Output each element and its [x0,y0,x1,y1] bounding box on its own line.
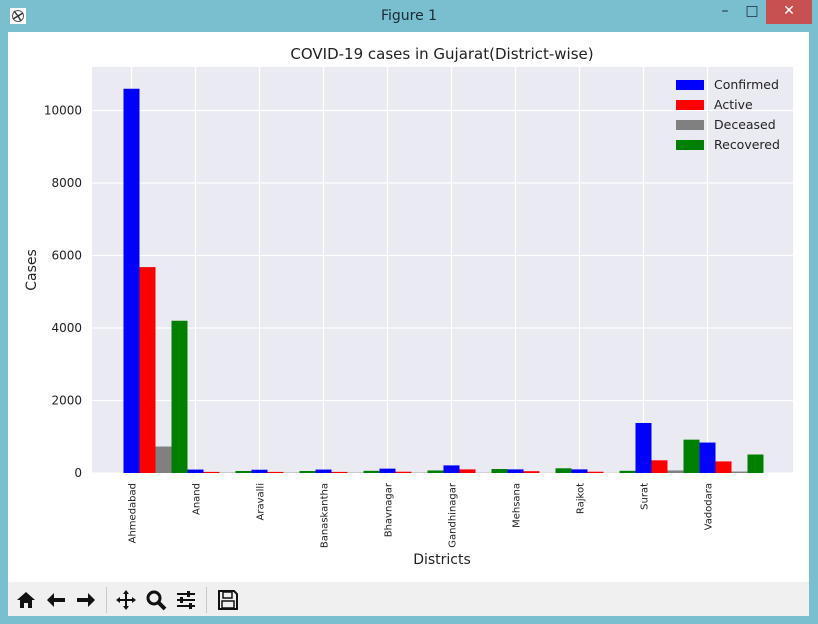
bar-recovered-vadodara [747,454,764,473]
legend-label-confirmed: Confirmed [714,77,779,92]
save-icon [218,590,238,610]
maximize-button[interactable]: □ [740,0,764,24]
x-tick-label: Surat [640,483,651,510]
bar-confirmed-gandhinagar [443,465,460,473]
minimize-button[interactable]: – [712,0,738,24]
bar-active-surat [651,460,668,473]
y-tick-label: 4000 [51,321,82,335]
bar-active-banaskantha [331,471,348,473]
x-axis-label: Districts [413,552,471,568]
zoom-button[interactable] [142,586,170,614]
matplotlib-icon [10,8,26,24]
legend-swatch-recovered [676,140,704,150]
window-title: Figure 1 [380,8,438,24]
configure-subplots-icon [177,591,195,609]
y-axis-label: Cases [24,249,40,291]
legend-swatch-active [676,100,704,110]
legend-label-recovered: Recovered [714,137,780,152]
bar-recovered-aravalli [299,471,316,473]
navigation-toolbar [8,582,809,616]
bar-recovered-gandhinagar [491,469,508,473]
bar-recovered-banaskantha [363,470,380,473]
x-tick-label: Gandhinagar [448,482,459,548]
close-icon: ✕ [783,3,795,19]
bar-active-ahmedabad [139,267,156,473]
toolbar-separator [206,587,207,613]
y-tick-label: 6000 [51,249,82,263]
back-button[interactable] [42,586,70,614]
bar-deceased-surat [667,470,684,473]
bar-confirmed-anand [187,469,204,473]
bar-active-bhavnagar [395,471,412,473]
pan-button[interactable] [112,586,140,614]
bar-recovered-surat [683,439,700,473]
bar-chart: 0 2000 4000 6000 8000 10000 Ahmedabad Anand Ara… [24,45,793,568]
x-tick-label: Rajkot [576,483,587,514]
configure-subplots-button[interactable] [172,586,200,614]
x-tick-label: Bhavnagar [384,482,395,537]
y-tick-label: 0 [74,466,82,480]
title-bar[interactable]: Figure 1 – □ ✕ [0,0,818,32]
bar-confirmed-rajkot [571,469,588,473]
bar-deceased-ahmedabad [155,446,172,473]
toolbar-separator [106,587,107,613]
y-tick-label: 8000 [51,176,82,190]
forward-button[interactable] [72,586,100,614]
bar-active-gandhinagar [459,469,476,473]
bar-deceased-vadodara [731,471,748,473]
y-tick-label: 10000 [44,104,82,118]
x-tick-label: Anand [192,483,203,515]
back-arrow-icon [47,593,65,607]
y-tick-labels: 0 2000 4000 6000 8000 10000 [44,104,82,481]
legend-label-deceased: Deceased [714,117,776,132]
bar-active-aravalli [267,471,284,473]
pan-icon [116,590,136,610]
legend: Confirmed Active Deceased Recovered [676,77,780,152]
bar-recovered-ahmedabad [171,320,188,473]
legend-label-active: Active [714,97,753,112]
bar-confirmed-aravalli [251,469,268,473]
chart-title: COVID-19 cases in Gujarat(District-wise) [290,45,593,63]
bar-confirmed-mehsana [507,469,524,473]
home-icon [17,592,35,608]
bar-confirmed-bhavnagar [379,468,396,473]
x-tick-label: Mehsana [512,483,523,528]
bar-confirmed-vadodara [699,442,716,473]
legend-swatch-deceased [676,120,704,130]
bar-active-mehsana [523,471,540,473]
bar-confirmed-ahmedabad [123,88,140,473]
legend-swatch-confirmed [676,80,704,90]
bar-active-anand [203,471,220,473]
bar-recovered-rajkot [619,470,636,473]
bar-confirmed-banaskantha [315,469,332,473]
figure-canvas: 0 2000 4000 6000 8000 10000 Ahmedabad Anand Ara… [8,32,809,616]
close-button[interactable]: ✕ [766,0,812,24]
bar-recovered-mehsana [555,468,572,473]
save-button[interactable] [214,586,242,614]
bar-recovered-anand [235,471,252,473]
minimize-icon: – [721,3,729,19]
x-tick-label: Banaskantha [320,483,331,548]
bar-active-vadodara [715,461,732,473]
x-tick-label: Vadodara [704,483,715,530]
x-tick-label: Ahmedabad [128,483,139,543]
plot-area [92,67,793,473]
bars [123,88,764,473]
x-tick-labels: Ahmedabad Anand Aravalli Banaskantha Bhavnag… [128,482,715,548]
maximize-icon: □ [745,3,759,19]
bar-confirmed-surat [635,422,652,473]
home-button[interactable] [12,586,40,614]
bar-active-rajkot [587,471,604,473]
y-tick-label: 2000 [51,394,82,408]
forward-arrow-icon [77,593,95,607]
x-tick-label: Aravalli [256,483,267,520]
bar-recovered-bhavnagar [427,470,444,473]
zoom-icon [146,590,167,611]
